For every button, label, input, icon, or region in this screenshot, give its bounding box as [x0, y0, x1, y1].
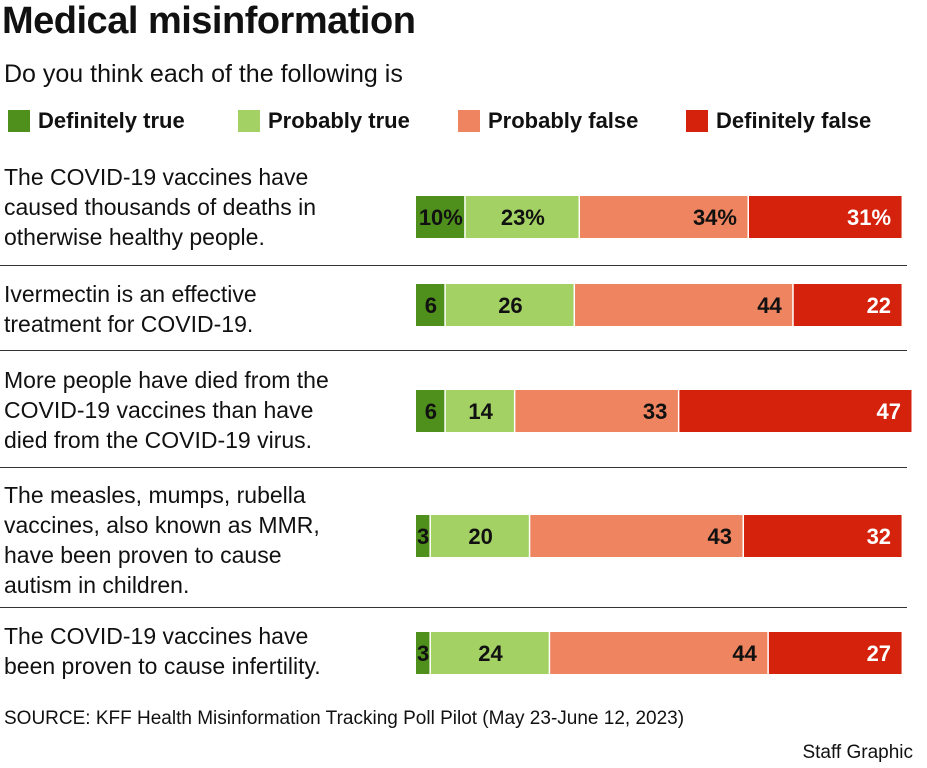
data-label: 10%	[419, 205, 463, 230]
bar-segment	[430, 632, 549, 674]
row-divider	[0, 607, 907, 608]
bar-segment	[416, 390, 445, 432]
bar-segment	[580, 196, 748, 238]
chart-subtitle: Do you think each of the following is	[4, 60, 403, 88]
bar-segment	[748, 196, 902, 238]
bar-segment	[793, 284, 902, 326]
bar-segment	[416, 196, 465, 238]
data-label: 24	[478, 641, 503, 666]
source-note: SOURCE: KFF Health Misinformation Tracki…	[4, 708, 685, 729]
legend-label: Probably false	[488, 108, 639, 133]
bar-segment	[445, 284, 574, 326]
bar-segment	[550, 632, 768, 674]
data-label: 33	[643, 399, 667, 424]
bar-segment	[416, 515, 430, 557]
data-label: 31%	[847, 205, 891, 230]
bar-segment	[679, 390, 912, 432]
data-label: 14	[468, 399, 493, 424]
legend-item: Probably false	[458, 108, 638, 134]
legend-item: Definitely false	[686, 108, 871, 134]
data-label: 3	[417, 641, 429, 666]
row-divider	[0, 265, 907, 266]
data-label: 22	[867, 293, 891, 318]
legend-swatch	[238, 110, 260, 132]
bar-segment	[430, 515, 529, 557]
data-label: 32	[867, 524, 891, 549]
bar-segment	[744, 515, 902, 557]
bar-segment	[530, 515, 743, 557]
data-label: 44	[732, 641, 757, 666]
bar-segment	[575, 284, 793, 326]
legend-item: Definitely true	[8, 108, 185, 134]
question-label: More people have died from the COVID-19 v…	[4, 367, 329, 453]
legend-label: Probably true	[268, 108, 410, 133]
data-label: 34%	[693, 205, 737, 230]
data-label: 43	[708, 524, 732, 549]
legend-swatch	[458, 110, 480, 132]
data-label: 3	[417, 524, 429, 549]
legend-swatch	[8, 110, 30, 132]
data-label: 20	[468, 524, 492, 549]
row-divider	[0, 467, 907, 468]
credit: Staff Graphic	[802, 742, 913, 763]
bar-segment	[416, 284, 445, 326]
question-label: The COVID-19 vaccines have caused thousan…	[4, 164, 317, 250]
question-label: The COVID-19 vaccines have been proven to…	[4, 623, 321, 679]
legend-item: Probably true	[238, 108, 410, 134]
data-label: 47	[877, 399, 901, 424]
row-divider	[0, 350, 907, 351]
chart-title: Medical misinformation	[2, 0, 416, 42]
bar-segment	[416, 632, 430, 674]
data-label: 6	[425, 293, 437, 318]
bar-segment	[445, 390, 514, 432]
data-label: 44	[757, 293, 782, 318]
data-label: 6	[425, 399, 437, 424]
question-label: Ivermectin is an effective treatment for …	[4, 281, 257, 337]
legend-label: Definitely false	[716, 108, 872, 133]
bar-segment	[515, 390, 678, 432]
bar-segment	[768, 632, 902, 674]
legend-swatch	[686, 110, 708, 132]
question-label: The measles, mumps, rubella vaccines, als…	[4, 482, 320, 598]
legend-label: Definitely true	[38, 108, 185, 133]
data-label: 27	[867, 641, 891, 666]
bar-segment	[465, 196, 579, 238]
data-label: 23%	[501, 205, 545, 230]
data-label: 26	[498, 293, 522, 318]
